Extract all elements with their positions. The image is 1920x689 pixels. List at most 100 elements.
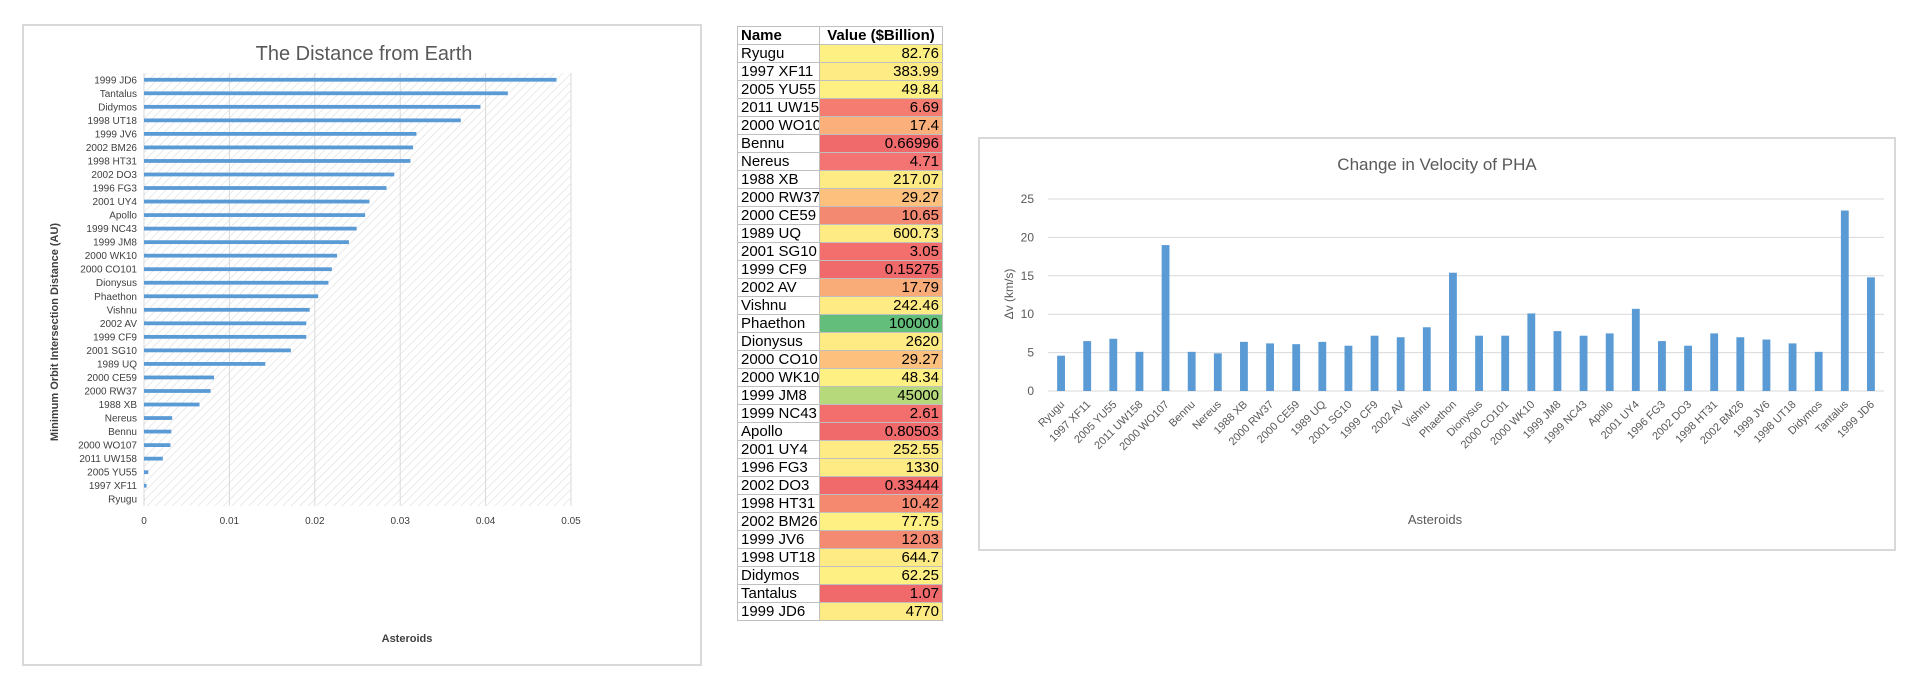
table-body: Ryugu 82.76 1997 XF11 383.99 2005 YU55 49.84 2… bbox=[737, 44, 943, 621]
y-tick-label: 2000 RW37 bbox=[84, 386, 137, 397]
y-tick-label: Didymos bbox=[98, 102, 137, 113]
value-cell: 10.42 bbox=[819, 494, 943, 513]
table-row: Nereus 4.71 bbox=[737, 152, 943, 171]
bar bbox=[144, 375, 215, 380]
value-column-header: Value ($Billion) bbox=[819, 26, 943, 45]
y-tick-label: Apollo bbox=[109, 211, 137, 222]
bar bbox=[1318, 341, 1327, 391]
value-cell: 383.99 bbox=[819, 62, 943, 81]
x-tick-label: 0.04 bbox=[476, 516, 496, 527]
bar bbox=[144, 348, 291, 353]
y-tick-label: Phaethon bbox=[94, 292, 137, 303]
bar bbox=[1370, 335, 1379, 391]
table-row: Apollo 0.80503 bbox=[737, 422, 943, 441]
value-cell: 77.75 bbox=[819, 512, 943, 531]
x-tick-label: 0.05 bbox=[561, 516, 581, 527]
asteroid-name-cell: Ryugu bbox=[737, 44, 820, 63]
asteroid-name-cell: Apollo bbox=[737, 422, 820, 441]
bar bbox=[144, 443, 171, 448]
bar bbox=[1475, 335, 1483, 391]
value-cell: 10.65 bbox=[819, 206, 943, 225]
table-row: Bennu 0.66996 bbox=[737, 134, 943, 153]
bar bbox=[1788, 343, 1797, 391]
asteroid-name-cell: Nereus bbox=[737, 152, 820, 171]
y-tick-label: Bennu bbox=[108, 427, 137, 438]
table-row: 1999 CF9 0.15275 bbox=[737, 260, 943, 279]
value-cell: 2.61 bbox=[819, 404, 943, 423]
y-tick-label: Dionysus bbox=[96, 278, 137, 289]
x-tick-label: 0.02 bbox=[305, 516, 325, 527]
table-row: 1999 JD6 4770 bbox=[737, 602, 943, 621]
bar bbox=[1840, 210, 1849, 391]
value-cell: 17.79 bbox=[819, 278, 943, 297]
table-row: 1988 XB 217.07 bbox=[737, 170, 943, 189]
y-tick-label: 2002 AV bbox=[100, 319, 137, 330]
x-axis-title: Asteroids bbox=[1408, 512, 1463, 527]
table-row: Phaethon 100000 bbox=[737, 314, 943, 333]
bar bbox=[144, 118, 461, 123]
bar bbox=[1135, 351, 1144, 391]
y-tick-label: Tantalus bbox=[100, 89, 137, 100]
bar bbox=[144, 213, 366, 217]
value-cell: 49.84 bbox=[819, 80, 943, 99]
bar bbox=[144, 362, 266, 366]
asteroid-name-cell: 1999 NC43 bbox=[737, 404, 820, 423]
bar bbox=[1684, 345, 1692, 391]
bar bbox=[144, 402, 200, 407]
asteroid-name-cell: 1988 XB bbox=[737, 170, 820, 189]
bar bbox=[1292, 344, 1301, 391]
bar bbox=[1213, 353, 1222, 391]
table-row: Ryugu 82.76 bbox=[737, 44, 943, 63]
bar bbox=[1814, 351, 1823, 391]
value-cell: 0.80503 bbox=[819, 422, 943, 441]
bar bbox=[1396, 337, 1405, 391]
y-tick-label: Nereus bbox=[105, 414, 137, 425]
value-cell: 29.27 bbox=[819, 188, 943, 207]
distance-chart: The Distance from Earth Minimum Orbit In… bbox=[49, 43, 581, 645]
asteroid-name-cell: 2002 DO3 bbox=[737, 476, 820, 495]
y-tick-label: 25 bbox=[1021, 192, 1035, 206]
table-row: 1989 UQ 600.73 bbox=[737, 224, 943, 243]
value-cell: 217.07 bbox=[819, 170, 943, 189]
y-tick-label: 2005 YU55 bbox=[87, 468, 137, 479]
y-tick-label: 1997 XF11 bbox=[89, 481, 138, 492]
value-cell: 17.4 bbox=[819, 116, 943, 135]
bar bbox=[1057, 355, 1065, 391]
y-tick-label: 1999 JD6 bbox=[94, 75, 137, 86]
bar bbox=[1083, 341, 1092, 391]
bar bbox=[144, 145, 414, 150]
value-cell: 100000 bbox=[819, 314, 943, 333]
bar bbox=[1710, 333, 1719, 391]
asteroid-name-cell: 2000 CO10 bbox=[737, 350, 820, 369]
bar bbox=[144, 104, 481, 109]
table-row: 2000 CE59 10.65 bbox=[737, 206, 943, 225]
asteroid-name-cell: 2000 WO10 bbox=[737, 116, 820, 135]
value-cell: 644.7 bbox=[819, 548, 943, 567]
asteroid-name-cell: Phaethon bbox=[737, 314, 820, 333]
bar bbox=[1867, 277, 1875, 391]
value-cell: 45000 bbox=[819, 386, 943, 405]
table-row: Dionysus 2620 bbox=[737, 332, 943, 351]
table-row: 1999 NC43 2.61 bbox=[737, 404, 943, 423]
asteroid-name-cell: 1996 FG3 bbox=[737, 458, 820, 477]
asteroid-name-cell: Vishnu bbox=[737, 296, 820, 315]
bar bbox=[144, 253, 338, 258]
value-cell: 1330 bbox=[819, 458, 943, 477]
bar bbox=[144, 321, 307, 326]
value-cell: 0.66996 bbox=[819, 134, 943, 153]
value-cell: 4770 bbox=[819, 602, 943, 621]
bar bbox=[144, 429, 172, 434]
bar bbox=[144, 226, 357, 231]
bar bbox=[1631, 308, 1640, 391]
y-tick-label: Ryugu bbox=[108, 495, 137, 506]
y-tick-label: 1989 UQ bbox=[97, 359, 137, 370]
bar bbox=[1605, 333, 1614, 391]
value-cell: 0.33444 bbox=[819, 476, 943, 495]
y-tick-label: 2011 UW158 bbox=[79, 454, 137, 465]
y-tick-label: Vishnu bbox=[107, 305, 137, 316]
table-row: 2001 SG10 3.05 bbox=[737, 242, 943, 261]
y-tick-label: 1999 JM8 bbox=[93, 238, 137, 249]
asteroid-name-cell: 2000 CE59 bbox=[737, 206, 820, 225]
table-row: 1999 JV6 12.03 bbox=[737, 530, 943, 549]
table-row: 1997 XF11 383.99 bbox=[737, 62, 943, 81]
